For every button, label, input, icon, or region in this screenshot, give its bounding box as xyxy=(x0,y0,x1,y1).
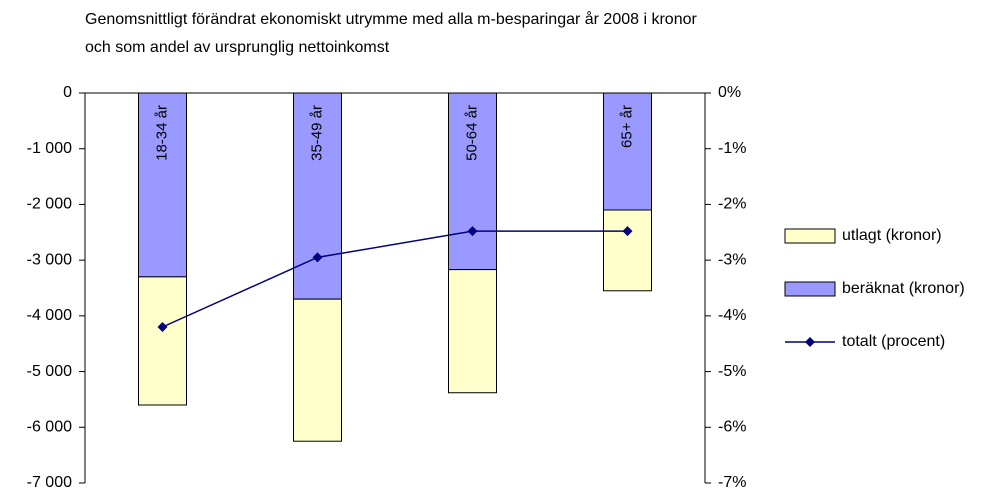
y2-tick-label: -6% xyxy=(718,419,746,436)
category-label: 35-49 år xyxy=(308,105,325,161)
bar xyxy=(448,269,497,394)
y-tick-label: -4 000 xyxy=(27,307,72,324)
y-tick-label: -7 000 xyxy=(27,474,72,488)
line xyxy=(162,230,628,328)
y-tick-label: -1 000 xyxy=(27,140,72,157)
bar xyxy=(293,298,342,442)
y-tick-label: 0 xyxy=(63,84,72,101)
y2-tick-label: -3% xyxy=(718,251,746,268)
y2-tick-label: 0% xyxy=(718,84,741,101)
y2-tick-label: -2% xyxy=(718,196,746,213)
y-tick-label: -6 000 xyxy=(27,419,72,436)
y2-tick-label: -5% xyxy=(718,363,746,380)
marker xyxy=(157,322,168,332)
marker xyxy=(467,226,478,237)
legend-marker xyxy=(805,337,815,347)
bar xyxy=(448,92,497,271)
bar xyxy=(603,92,652,211)
bar xyxy=(603,209,652,292)
marker xyxy=(622,226,633,237)
y2-tick-label: -1% xyxy=(718,140,746,157)
category-label: 18-34 år xyxy=(153,105,170,161)
y2-tick-label: -4% xyxy=(718,307,746,324)
bar xyxy=(138,276,187,406)
legend-swatch xyxy=(784,228,836,244)
category-label: 50-64 år xyxy=(463,105,480,161)
legend-label: beräknat (kronor) xyxy=(842,280,965,297)
y-tick-label: -5 000 xyxy=(27,363,72,380)
chart-title: och som andel av ursprunglig nettoinkoms… xyxy=(85,39,390,56)
legend-label: totalt (procent) xyxy=(842,333,945,350)
chart-title: Genomsnittligt förändrat ekonomiskt utry… xyxy=(85,10,697,28)
legend-label: utlagt (kronor) xyxy=(842,227,942,244)
legend-swatch xyxy=(784,281,836,297)
y2-tick-label: -7% xyxy=(718,474,746,488)
y-tick-label: -2 000 xyxy=(27,196,72,213)
y-tick-label: -3 000 xyxy=(27,251,72,268)
marker xyxy=(312,252,323,263)
bar xyxy=(138,92,187,278)
category-label: 65+ år xyxy=(618,105,635,148)
